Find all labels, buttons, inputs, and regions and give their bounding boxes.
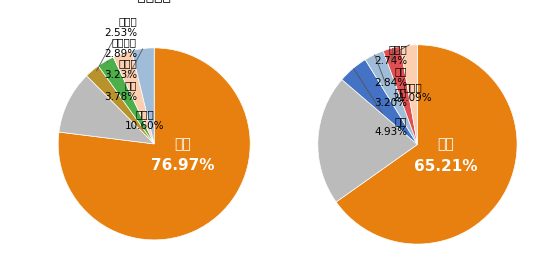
Wedge shape [132,48,154,144]
Text: 中国
2.84%: 中国 2.84% [374,48,408,88]
Wedge shape [383,46,417,145]
Wedge shape [58,48,250,240]
Text: 英国
3.78%: 英国 3.78% [104,49,143,102]
Text: 英国
3.20%: 英国 3.20% [375,55,408,109]
Text: フランス
2.89%: フランス 2.89% [104,37,137,62]
Text: 米国: 米国 [174,137,191,151]
Text: その他
21.09%: その他 21.09% [393,82,433,103]
Text: スイス
2.53%: スイス 2.53% [97,16,137,71]
Wedge shape [342,60,417,145]
Wedge shape [336,45,517,244]
Wedge shape [113,51,154,144]
Text: その他
10.60%: その他 10.60% [125,109,164,131]
Text: カナダ
2.74%: カナダ 2.74% [374,44,409,66]
Title: MSCI-コクサイ: MSCI-コクサイ [99,0,171,2]
Wedge shape [86,66,154,144]
Text: 76.97%: 76.97% [151,157,215,172]
Wedge shape [98,57,154,144]
Text: 65.21%: 65.21% [414,159,477,174]
Wedge shape [400,45,417,145]
Text: 米国: 米国 [437,138,454,152]
Wedge shape [59,76,154,144]
Text: カナダ
3.23%: カナダ 3.23% [104,54,137,80]
Wedge shape [318,80,417,202]
Wedge shape [365,51,417,145]
Text: 日本
4.93%: 日本 4.93% [354,69,408,137]
